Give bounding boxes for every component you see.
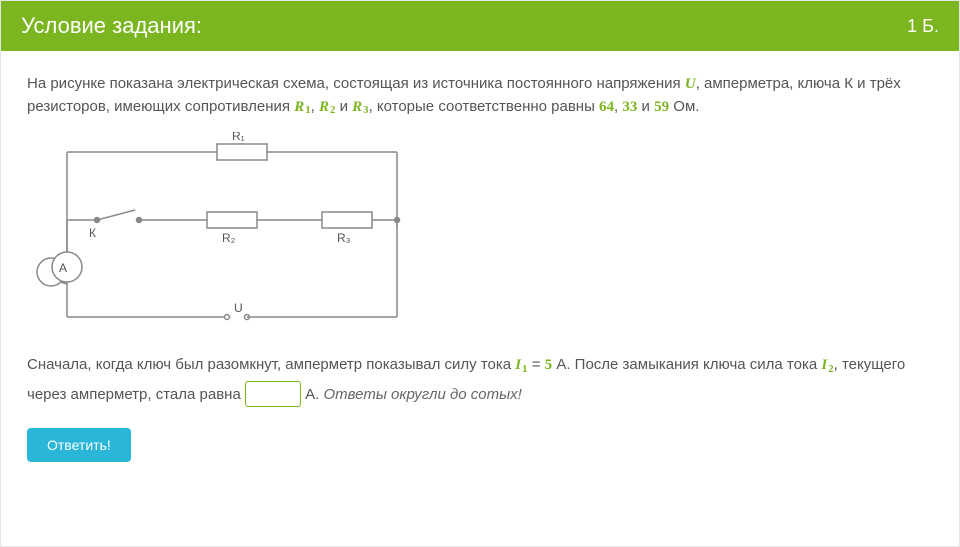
text-fragment: и xyxy=(637,98,654,115)
text-fragment: Сначала, когда ключ был разомкнут, ампер… xyxy=(27,356,515,373)
header-points: 1 Б. xyxy=(907,16,939,37)
var-R1: R1 xyxy=(294,99,310,115)
text-fragment: А. xyxy=(301,386,324,403)
var-R3: R3 xyxy=(352,99,368,115)
header-title: Условие задания: xyxy=(21,13,202,39)
val-R2: 33 xyxy=(622,99,637,115)
task-header: Условие задания: 1 Б. xyxy=(1,1,959,51)
text-fragment: , xyxy=(311,98,319,115)
label-R1: R₁ xyxy=(232,132,245,143)
var-U: U xyxy=(685,76,696,92)
text-fragment: = xyxy=(528,356,545,373)
text-fragment: А. После замыкания ключа сила тока xyxy=(552,356,821,373)
text-fragment: , которые соответственно равны xyxy=(369,98,599,115)
val-R1: 64 xyxy=(599,99,614,115)
task-content: На рисунке показана электрическая схема,… xyxy=(1,51,959,546)
var-I1: I1 xyxy=(515,357,527,373)
label-U: U xyxy=(234,301,243,315)
circuit-svg: R₁ R₂ R₃ К А U xyxy=(27,132,407,332)
submit-button[interactable]: Ответить! xyxy=(27,428,131,462)
text-fragment: Ом. xyxy=(669,98,699,115)
text-fragment: На рисунке показана электрическая схема,… xyxy=(27,75,685,92)
var-I2: I2 xyxy=(821,357,833,373)
problem-text: На рисунке показана электрическая схема,… xyxy=(27,73,933,118)
task-page: Условие задания: 1 Б. На рисунке показан… xyxy=(0,0,960,547)
val-R3: 59 xyxy=(654,99,669,115)
circuit-diagram: R₁ R₂ R₃ К А U xyxy=(27,132,933,340)
text-fragment: и xyxy=(335,98,352,115)
label-K: К xyxy=(89,226,96,240)
var-R2: R2 xyxy=(319,99,335,115)
answer-input[interactable] xyxy=(245,381,301,407)
hint-text: Ответы округли до сотых! xyxy=(324,386,522,403)
label-R3: R₃ xyxy=(337,231,351,245)
label-R2: R₂ xyxy=(222,231,236,245)
after-text: Сначала, когда ключ был разомкнут, ампер… xyxy=(27,350,933,410)
label-A: А xyxy=(59,261,67,275)
